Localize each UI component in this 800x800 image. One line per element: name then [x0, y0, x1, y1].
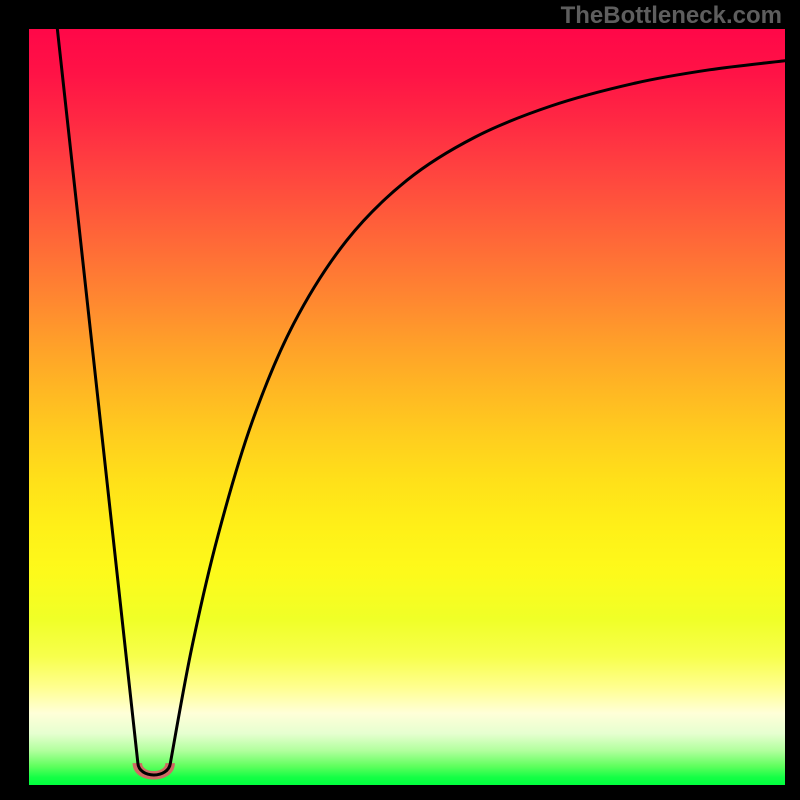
plot-area — [29, 29, 785, 785]
bottleneck-curve — [29, 29, 785, 785]
attribution-text: TheBottleneck.com — [561, 2, 782, 30]
curve-path — [57, 29, 785, 775]
